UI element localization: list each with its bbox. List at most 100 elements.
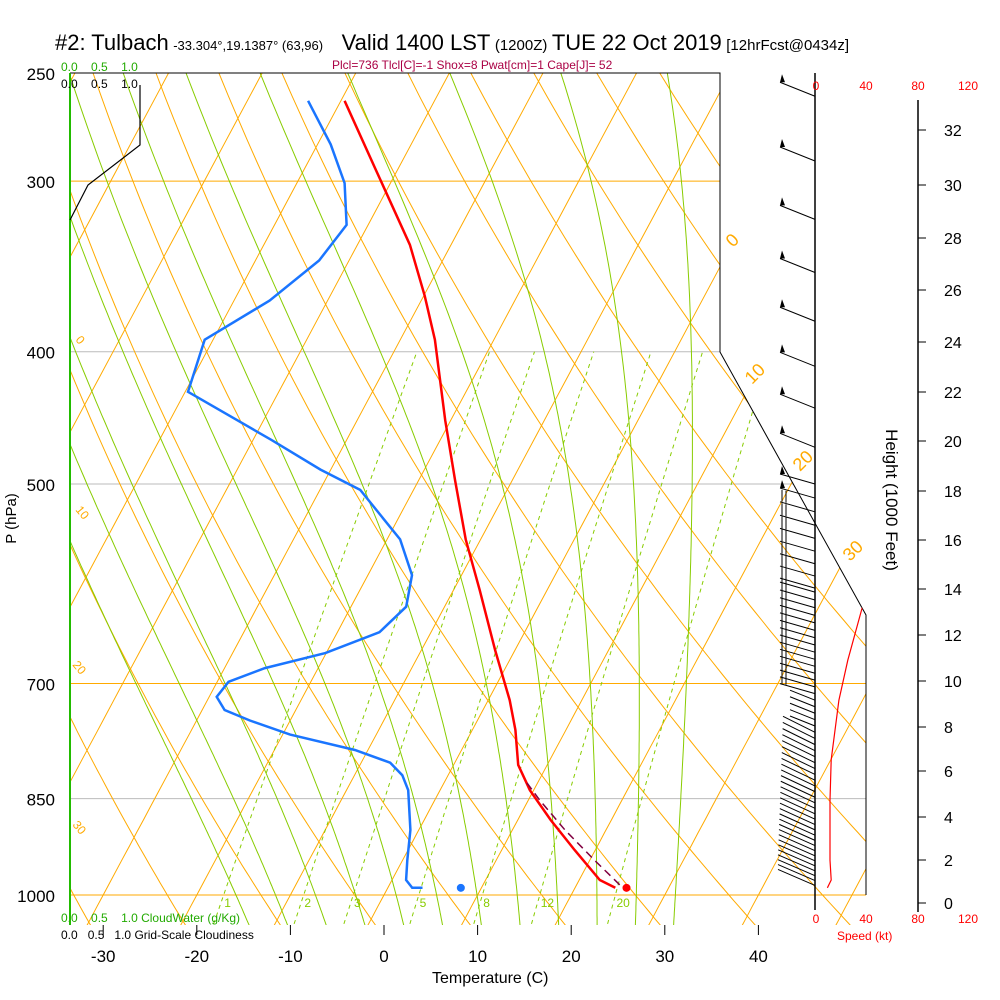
wind-barb-staff bbox=[782, 715, 816, 733]
wind-barb-pennant bbox=[780, 425, 785, 434]
sounding-series bbox=[186, 100, 866, 892]
wind-barb-staff bbox=[778, 849, 816, 867]
mixing-ratio-label: 1 bbox=[224, 896, 231, 910]
dry-adiabat-line bbox=[457, 73, 866, 925]
height-axis-title: Height (1000 Feet) bbox=[881, 429, 901, 571]
isotherm-line bbox=[821, 73, 866, 925]
wind-barbs bbox=[777, 74, 816, 886]
temperature-tick-label: -30 bbox=[91, 947, 116, 966]
speed-tick-label-top: 0 bbox=[813, 79, 820, 93]
height-tick-label: 6 bbox=[944, 764, 953, 781]
wind-barb-staff bbox=[789, 696, 816, 708]
isotherm-line bbox=[353, 73, 838, 925]
moist-adiabat-line bbox=[70, 73, 411, 925]
wind-barb-pennant bbox=[780, 344, 785, 353]
mixing-ratio-line bbox=[473, 351, 652, 925]
wind-barb-staff bbox=[779, 432, 816, 448]
height-tick-label: 2 bbox=[944, 853, 953, 870]
wind-barb-staff bbox=[779, 306, 816, 322]
pressure-tick-label: 1000 bbox=[17, 887, 55, 906]
wind-barb-staff bbox=[789, 689, 816, 701]
speed-tick-label-bottom: 120 bbox=[958, 912, 978, 926]
wind-barb-staff bbox=[780, 775, 816, 793]
wind-barb-staff bbox=[781, 763, 816, 781]
tick: 0.5 bbox=[91, 60, 108, 74]
isotherm-label: 0 bbox=[722, 230, 743, 251]
valid-date: TUE 22 Oct 2019 bbox=[551, 30, 722, 55]
dry-adiabat-line bbox=[70, 73, 491, 925]
temperature-tick-label: 30 bbox=[655, 947, 674, 966]
isotherm-line bbox=[166, 73, 650, 925]
stability-indices: Plcl=736 Tlcl[C]=-1 Shox=8 Pwat[cm]=1 Ca… bbox=[332, 58, 613, 72]
isotherm-line bbox=[72, 73, 557, 925]
dry-adiabat-label: 20 bbox=[70, 658, 90, 677]
tick: 0.5 bbox=[91, 911, 108, 925]
tick: 0.5 bbox=[87, 928, 105, 942]
wind-barb-staff bbox=[782, 734, 816, 752]
wind-barb-staff bbox=[781, 740, 816, 758]
wind-barb-staff bbox=[778, 834, 816, 852]
wind-barb-staff bbox=[782, 728, 816, 746]
mixing-ratio-line bbox=[409, 351, 595, 925]
moist-adiabat-line bbox=[176, 73, 486, 925]
temperature-tick-label: 20 bbox=[562, 947, 581, 966]
moist-adiabat-line bbox=[439, 73, 598, 925]
wind-barb-staff bbox=[781, 757, 816, 775]
isotherm-label: 20 bbox=[789, 447, 817, 475]
wind-barb-staff bbox=[779, 393, 816, 409]
y-axis-title: P (hPa) bbox=[2, 493, 20, 544]
tick: 0.0 bbox=[61, 60, 78, 74]
height-tick-label: 20 bbox=[944, 434, 962, 451]
temperature-line bbox=[343, 100, 616, 889]
height-tick-label: 4 bbox=[944, 810, 953, 827]
wind-barb-pennant bbox=[780, 480, 785, 489]
pressure-tick-label: 700 bbox=[27, 676, 55, 695]
height-tick-label: 14 bbox=[944, 582, 962, 599]
axis-labels: 1 2 3 5 8 12 200102030010203025030040050070085… bbox=[17, 65, 978, 966]
pressure-tick-label: 300 bbox=[27, 173, 55, 192]
isotherm-line bbox=[727, 73, 866, 925]
height-tick-label: 8 bbox=[944, 720, 953, 737]
speed-tick-label-bottom: 80 bbox=[911, 912, 925, 926]
height-tick-label: 32 bbox=[944, 123, 962, 140]
mixing-ratio-line bbox=[213, 351, 418, 925]
mixing-ratio-label: 20 bbox=[616, 896, 630, 910]
forecast-info: [12hrFcst@0434z] bbox=[726, 37, 850, 54]
temperature-tick-label: -10 bbox=[278, 947, 303, 966]
moist-adiabat-line bbox=[552, 73, 640, 925]
wind-barb-staff bbox=[779, 597, 816, 609]
height-tick-label: 12 bbox=[944, 628, 962, 645]
wind-barb-pennant bbox=[780, 299, 785, 308]
dry-adiabat-line bbox=[582, 73, 866, 925]
wind-barb-staff bbox=[779, 565, 816, 577]
cloudwater-scale-bottom: 0.0 0.5 1.0 CloudWater (g/Kg) bbox=[61, 911, 240, 925]
wind-speed-line bbox=[826, 100, 866, 889]
dry-adiabat-line bbox=[84, 73, 587, 925]
wind-barb-staff bbox=[780, 780, 816, 798]
isotherm-line bbox=[70, 73, 276, 925]
moist-adiabat-line bbox=[114, 73, 448, 925]
temperature-tick-label: 40 bbox=[749, 947, 768, 966]
wind-barb-staff bbox=[779, 473, 816, 485]
moist-adiabat-line bbox=[662, 73, 693, 925]
tick: 1.0 bbox=[121, 911, 138, 925]
moist-adiabat-line bbox=[70, 73, 299, 925]
station-name: #2: Tulbach bbox=[55, 30, 169, 55]
wind-barb-staff bbox=[779, 527, 816, 539]
speed-tick-label-top: 40 bbox=[859, 79, 873, 93]
wind-barb-staff bbox=[780, 769, 816, 787]
dry-adiabat-line bbox=[208, 73, 780, 925]
isotherm-line bbox=[70, 73, 463, 925]
wind-barb-staff bbox=[778, 839, 816, 857]
wind-barb-staff bbox=[779, 553, 816, 565]
background-grid bbox=[70, 73, 866, 925]
wind-barb-staff bbox=[779, 813, 816, 831]
chart-header: #2: Tulbach -33.304°,19.1387° (63,96) Va… bbox=[55, 30, 849, 56]
wind-barb-staff bbox=[777, 854, 816, 872]
height-tick-label: 18 bbox=[944, 484, 962, 501]
zulu-time: (1200Z) bbox=[494, 37, 548, 54]
isotherm-line bbox=[540, 73, 866, 925]
moist-adiabat-line bbox=[70, 73, 336, 925]
wind-barb-staff bbox=[778, 823, 816, 841]
